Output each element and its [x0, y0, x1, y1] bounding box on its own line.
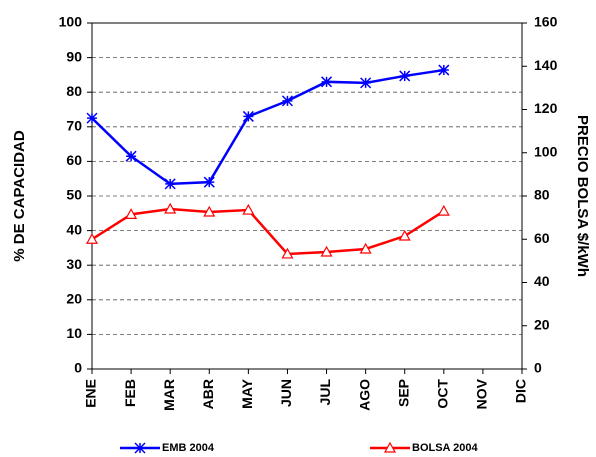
series-line	[91, 68, 445, 186]
y2-tick-label: 100	[534, 143, 558, 159]
x-tick-label: MAY	[239, 378, 255, 408]
point	[242, 110, 254, 122]
x-tick-label: JUL	[317, 379, 333, 406]
point	[203, 176, 215, 188]
x-tick-label: MAR	[161, 379, 177, 411]
x-tick-label: NOV	[474, 378, 490, 409]
point	[360, 77, 372, 89]
y-tick-label: 0	[74, 360, 82, 376]
point	[359, 242, 372, 254]
point	[164, 178, 176, 190]
y-tick-label: 80	[66, 83, 82, 99]
x-tick-label: AGO	[356, 379, 372, 411]
point	[242, 203, 255, 215]
y2-tick-label: 20	[534, 316, 550, 332]
y2-tick-label: 0	[534, 360, 542, 376]
y-tick-label: 10	[66, 325, 82, 341]
point	[320, 245, 333, 257]
point	[398, 229, 411, 241]
legend-marker	[383, 441, 397, 453]
x-tick-label: FEB	[122, 379, 138, 407]
y-tick-label: 40	[66, 221, 82, 237]
y-tick-label: 50	[66, 187, 82, 203]
point	[164, 202, 177, 214]
y-tick-label: 90	[66, 48, 82, 64]
x-tick-label: JUN	[278, 379, 294, 407]
point	[86, 112, 98, 124]
y-tick-label: 70	[66, 118, 82, 134]
y-tick-label: 30	[66, 256, 82, 272]
x-tick-label: ABR	[200, 379, 216, 409]
y2-tick-label: 120	[534, 100, 558, 116]
y2-axis-title: PRECIO BOLSA $/kWh	[574, 115, 591, 277]
point	[125, 150, 137, 162]
y-tick-label: 60	[66, 152, 82, 168]
legend-label: BOLSA 2004	[412, 442, 479, 454]
point	[203, 205, 216, 217]
x-tick-label: ENE	[83, 379, 99, 408]
legend-marker	[134, 442, 146, 454]
plot-frame	[91, 22, 523, 370]
point	[438, 64, 450, 76]
y2-tick-label: 160	[534, 14, 558, 30]
point	[281, 95, 293, 107]
point	[85, 233, 99, 244]
y2-tick-label: 60	[534, 230, 550, 246]
y-axis-title: % DE CAPACIDAD	[11, 130, 28, 262]
point	[125, 208, 138, 219]
y2-tick-label: 40	[534, 273, 550, 289]
legend-label: EMB 2004	[162, 442, 215, 454]
x-tick-label: DIC	[513, 379, 529, 403]
point	[321, 76, 333, 88]
y2-tick-label: 80	[534, 187, 550, 203]
point	[399, 70, 411, 82]
point	[281, 247, 294, 259]
y-tick-label: 20	[66, 291, 82, 307]
x-tick-label: OCT	[435, 379, 451, 409]
y2-tick-label: 140	[534, 57, 558, 73]
point	[437, 204, 450, 216]
series-line	[91, 207, 445, 256]
y-tick-label: 100	[59, 14, 83, 30]
x-tick-label: SEP	[395, 379, 411, 407]
